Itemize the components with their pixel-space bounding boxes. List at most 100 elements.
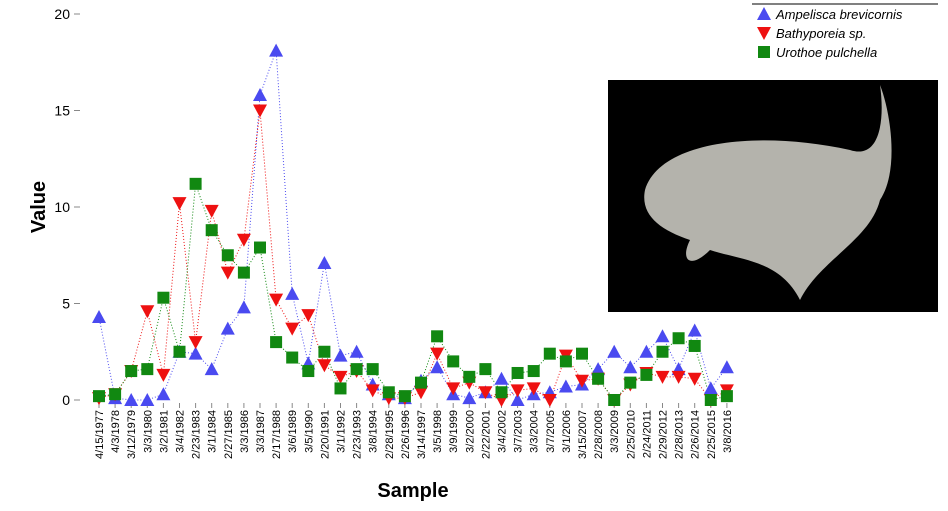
x-tick-label: 3/2/2000: [464, 410, 476, 453]
marker: [575, 374, 589, 388]
y-axis-label: Value: [28, 181, 50, 233]
marker: [221, 249, 234, 262]
x-tick-label: 3/3/2004: [529, 410, 541, 453]
y-tick-label: 5: [62, 296, 70, 312]
marker: [511, 366, 524, 379]
marker: [92, 310, 106, 324]
x-tick-label: 4/15/1977: [94, 410, 106, 459]
marker: [156, 368, 171, 382]
marker: [301, 309, 316, 323]
marker: [253, 88, 267, 102]
x-tick-label: 3/4/1982: [175, 410, 187, 453]
marker: [607, 344, 622, 358]
marker: [318, 345, 331, 358]
marker: [495, 386, 508, 399]
x-tick-label: 2/24/2011: [641, 410, 653, 458]
marker: [527, 365, 540, 378]
marker: [608, 394, 621, 406]
x-tick-label: 2/26/1996: [400, 410, 412, 459]
marker: [236, 300, 251, 314]
marker: [510, 384, 525, 398]
x-tick-label: 3/6/1989: [287, 410, 299, 453]
marker: [462, 391, 477, 405]
marker: [655, 370, 670, 384]
marker: [172, 197, 187, 211]
x-tick-label: 3/14/1997: [416, 410, 428, 459]
marker: [656, 345, 669, 358]
x-axis-label: Sample: [377, 480, 448, 502]
marker: [140, 305, 155, 319]
marker: [447, 355, 460, 368]
photo: [608, 80, 938, 312]
marker: [655, 329, 670, 343]
x-tick-label: 3/4/2002: [497, 410, 509, 453]
x-tick-label: 2/28/2013: [674, 410, 686, 459]
marker: [188, 336, 203, 350]
x-tick-label: 3/2/1981: [158, 410, 170, 453]
marker: [623, 360, 638, 374]
marker: [317, 359, 332, 373]
marker: [687, 323, 702, 337]
marker: [382, 386, 395, 399]
y-tick-label: 20: [54, 6, 70, 22]
marker: [156, 387, 171, 401]
legend-marker: [757, 7, 771, 20]
series-line: [98, 50, 728, 401]
x-tick-label: 2/29/2012: [658, 410, 670, 459]
x-tick-label: 3/15/2007: [577, 410, 589, 459]
marker: [254, 241, 266, 254]
marker: [640, 368, 653, 381]
marker: [624, 376, 637, 389]
x-tick-label: 2/25/2010: [625, 410, 637, 459]
marker: [543, 347, 556, 360]
x-tick-label: 3/7/2005: [545, 410, 557, 453]
marker: [431, 330, 444, 343]
x-tick-label: 3/5/1990: [303, 410, 315, 453]
marker: [719, 360, 734, 374]
marker: [703, 381, 718, 395]
marker: [704, 394, 717, 406]
marker: [269, 43, 284, 57]
marker: [478, 386, 493, 400]
marker: [237, 266, 250, 279]
marker: [270, 336, 283, 349]
marker: [285, 322, 300, 336]
marker: [639, 344, 654, 358]
marker: [220, 321, 235, 335]
x-tick-label: 3/1/1984: [207, 410, 219, 453]
legend-marker: [758, 46, 770, 58]
marker: [592, 372, 605, 385]
marker: [124, 393, 139, 406]
x-tick-label: 2/22/2001: [480, 410, 492, 459]
x-tick-label: 2/26/2014: [690, 410, 702, 459]
marker: [688, 339, 701, 352]
x-tick-label: 2/28/2008: [593, 410, 605, 459]
marker: [366, 363, 379, 376]
marker: [269, 293, 284, 307]
marker: [333, 348, 348, 362]
marker: [173, 345, 186, 358]
marker: [189, 177, 202, 190]
marker: [591, 362, 606, 376]
marker: [253, 104, 267, 118]
marker: [510, 393, 525, 406]
x-tick-label: 2/17/1988: [271, 410, 283, 459]
x-tick-label: 3/9/1999: [448, 410, 460, 453]
marker: [205, 224, 218, 237]
x-tick-label: 3/1/1992: [336, 410, 348, 453]
marker: [672, 332, 685, 345]
marker: [414, 386, 428, 400]
marker: [494, 371, 509, 385]
x-tick-label: 2/20/1991: [319, 410, 331, 459]
marker: [140, 393, 155, 406]
y-tick-label: 0: [62, 392, 70, 408]
x-tick-label: 3/5/1998: [432, 410, 444, 453]
marker: [333, 370, 348, 384]
marker: [317, 255, 332, 269]
legend-label: Bathyporeia sp.: [776, 26, 866, 41]
marker: [430, 347, 445, 361]
marker: [463, 370, 476, 383]
x-tick-label: 3/3/1986: [239, 410, 251, 453]
marker: [157, 291, 170, 304]
